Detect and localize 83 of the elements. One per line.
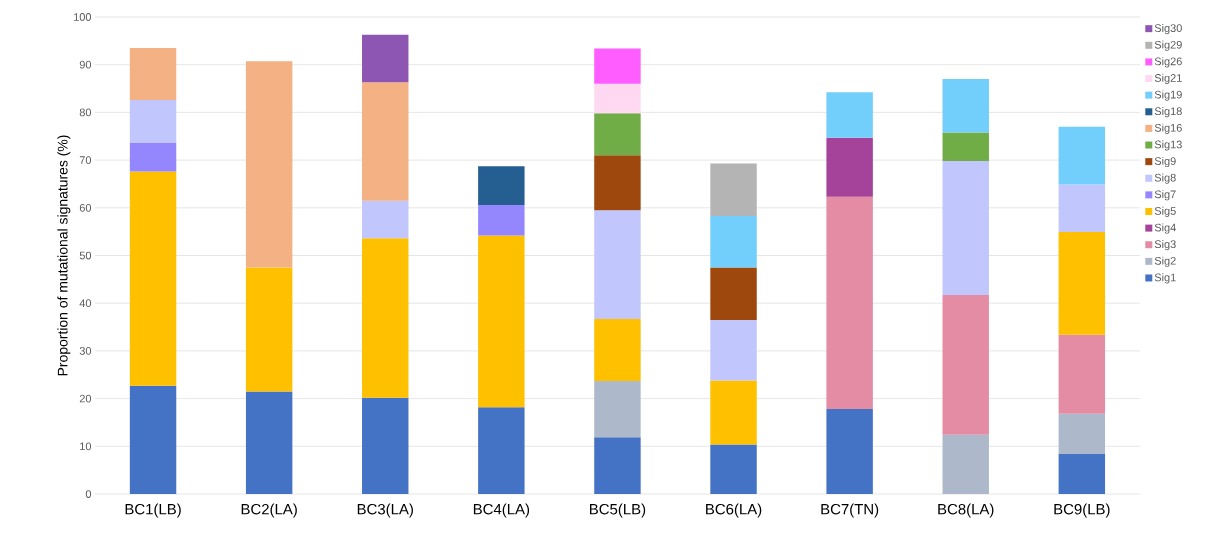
bar: [826, 92, 873, 138]
y-tick-label: 40: [79, 299, 92, 308]
bar: [594, 318, 641, 381]
bar: [478, 204, 525, 236]
bar: [594, 48, 641, 84]
legend-label: Sig4: [1154, 223, 1176, 234]
legend-label: Sig21: [1154, 73, 1182, 85]
x-tick-label: BC8(LA): [938, 503, 994, 518]
bar: [1058, 184, 1106, 233]
bar: [826, 196, 873, 410]
bar: [478, 407, 525, 494]
legend-label: Sig9: [1154, 156, 1176, 168]
y-tick-label: 70: [79, 156, 92, 164]
legend-label: Sig2: [1154, 256, 1176, 267]
legend-label: Sig26: [1154, 57, 1182, 68]
legend-label: Sig5: [1154, 206, 1176, 217]
bar: [942, 161, 989, 296]
bar: [710, 380, 757, 445]
legend-label: Sig29: [1154, 40, 1182, 51]
x-tick-label: BC3(LA): [357, 503, 413, 518]
legend-label: Sig3: [1154, 240, 1176, 251]
bar: [710, 444, 757, 494]
legend-label: Sig7: [1154, 190, 1176, 201]
x-tick-label: BC5(LB): [590, 503, 646, 518]
bar: [942, 79, 989, 133]
bar: [362, 397, 409, 494]
bar: [362, 200, 409, 239]
legend-label: Sig16: [1154, 123, 1182, 134]
bar: [594, 113, 641, 156]
y-tick-label: 90: [79, 60, 92, 69]
bar: [594, 83, 641, 114]
x-tick-label: BC1(LB): [125, 503, 181, 518]
bar: [245, 61, 293, 268]
bar: [826, 137, 873, 197]
bar: [478, 166, 525, 205]
x-tick-label: BC6(LA): [706, 503, 762, 518]
bar: [362, 238, 409, 398]
bar: [478, 235, 525, 408]
y-tick-label: 80: [79, 108, 92, 117]
legend-label: Sig8: [1154, 173, 1176, 184]
bar: [245, 267, 293, 392]
x-tick-label: BC4(LA): [473, 503, 530, 518]
y-tick-label: 100: [74, 13, 92, 21]
bar: [1058, 334, 1106, 414]
legend-label: Sig19: [1154, 90, 1182, 101]
y-tick-label: 50: [79, 251, 92, 260]
bar: [942, 132, 989, 162]
y-tick-label: 0: [85, 490, 92, 498]
y-tick-label: 20: [79, 394, 92, 403]
legend-label: Sig13: [1154, 140, 1182, 151]
bar: [362, 34, 409, 83]
bar: [129, 171, 177, 386]
bar: [826, 409, 873, 494]
bar: [594, 437, 641, 494]
bar: [710, 215, 757, 268]
bar: [710, 163, 757, 216]
bar: [1058, 126, 1106, 185]
bar: [942, 434, 989, 494]
y-tick-label: 30: [79, 347, 92, 355]
bar: [362, 82, 409, 201]
bar: [1058, 413, 1106, 454]
bar: [1058, 453, 1106, 494]
bar: [129, 142, 177, 172]
bar: [129, 48, 177, 100]
legend-label: Sig1: [1154, 273, 1176, 284]
bar: [594, 380, 641, 438]
bar: [594, 210, 641, 319]
legend-label: Sig18: [1154, 107, 1182, 118]
bar: [129, 99, 177, 143]
bar: [129, 385, 177, 494]
x-tick-label: BC2(LA): [241, 503, 297, 518]
bar: [1058, 232, 1106, 335]
bar: [594, 155, 641, 211]
y-tick-label: 10: [80, 442, 92, 451]
bar: [710, 267, 757, 320]
bar: [245, 391, 293, 494]
y-axis-title: Proportion of mutational signatures (%): [57, 135, 71, 376]
legend-label: Sig30: [1154, 23, 1182, 35]
bar: [710, 319, 757, 381]
x-tick-label: BC7(TN): [821, 503, 879, 518]
x-tick-label: BC9(LB): [1054, 503, 1110, 518]
y-tick-label: 60: [79, 203, 92, 212]
bar: [942, 295, 989, 435]
